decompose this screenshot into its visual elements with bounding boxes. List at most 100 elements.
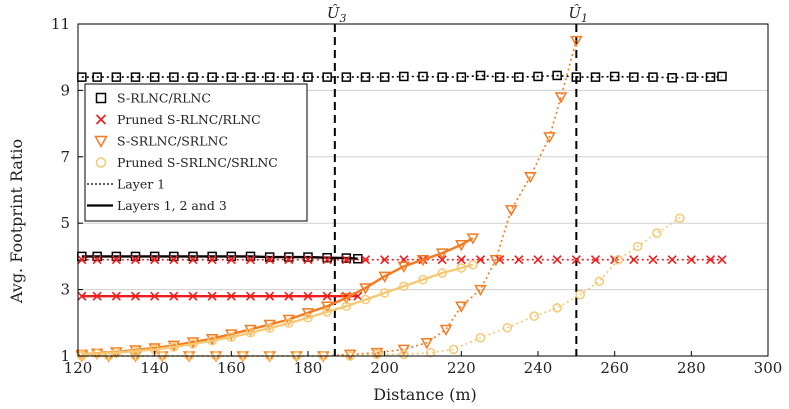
data-point-circle: [360, 294, 371, 305]
data-point-triangle: [397, 261, 411, 273]
legend-label: Pruned S-RLNC/RLNC: [117, 112, 261, 127]
x-tick-label: 260: [600, 359, 629, 377]
threshold-lines: Û3 Û1: [327, 4, 588, 356]
data-point-triangle: [543, 132, 556, 144]
data-point-x: [77, 255, 87, 265]
x-tick-label: 300: [754, 359, 783, 377]
data-point-circle: [425, 347, 436, 358]
data-point-circle: [632, 241, 643, 252]
axis-ticks: 1 3 5 7 9 11 120 140 160 180 200 220 240 260 280 300: [51, 15, 782, 377]
data-point-circle: [264, 323, 275, 333]
data-point-square: [590, 72, 601, 82]
data-point-circle: [322, 307, 332, 317]
data-point-circle: [130, 346, 141, 356]
x-tick-label: 180: [294, 359, 323, 377]
data-point-circle: [188, 339, 198, 349]
data-point-x: [130, 291, 141, 301]
x-stroke: [245, 255, 256, 265]
x-tick-label: 140: [140, 359, 169, 377]
data-point-triangle: [343, 349, 357, 361]
x-stroke: [303, 255, 313, 265]
data-point-square: [264, 252, 275, 262]
x-stroke: [92, 255, 102, 265]
data-point-x: [92, 255, 102, 265]
data-point-x: [150, 255, 160, 265]
x-stroke: [188, 291, 198, 301]
data-point-square: [92, 72, 102, 82]
data-point-square: [629, 72, 639, 82]
data-point-triangle: [474, 284, 487, 297]
data-point-square: [717, 71, 727, 82]
series-line: [81, 255, 358, 260]
data-point-triangle: [359, 283, 372, 295]
data-point-square: [322, 72, 332, 82]
data-point-triangle: [455, 240, 468, 252]
data-point-x: [207, 255, 217, 265]
x-stroke: [130, 291, 141, 301]
x-tick-label: 120: [64, 359, 93, 377]
data-point-circle: [437, 268, 447, 278]
data-point-circle: [575, 289, 585, 300]
x-stroke: [245, 291, 256, 301]
x-stroke: [353, 291, 363, 301]
data-point-triangle: [301, 308, 315, 320]
data-point-x: [130, 255, 141, 265]
data-point-circle: [169, 342, 179, 352]
legend-item: S-RLNC/RLNC: [95, 91, 211, 106]
data-point-triangle: [397, 344, 411, 356]
data-point-x: [169, 291, 179, 301]
data-point-triangle: [320, 301, 334, 313]
x-stroke: [169, 291, 179, 301]
data-point-circle: [379, 288, 390, 298]
data-point-triangle: [554, 92, 568, 104]
x-stroke: [571, 255, 581, 265]
data-point-circle: [529, 311, 539, 321]
data-point-x: [77, 291, 87, 301]
data-point-triangle: [94, 135, 108, 149]
data-point-circle: [226, 332, 237, 342]
data-point-square: [284, 252, 294, 262]
data-point-circle: [95, 157, 107, 168]
data-point-square: [456, 72, 467, 82]
data-point-x: [380, 255, 390, 265]
data-point-square: [571, 72, 582, 82]
data-point-square: [437, 72, 447, 82]
series-group: [77, 255, 727, 265]
data-point-x: [341, 255, 351, 265]
x-axis-label: Distance (m): [373, 385, 477, 404]
data-point-x: [95, 114, 107, 125]
legend-box: [84, 83, 308, 222]
data-point-circle: [399, 281, 409, 292]
data-point-triangle: [570, 35, 583, 48]
data-point-x: [188, 255, 198, 265]
data-point-triangle: [489, 254, 503, 267]
data-point-x: [437, 255, 447, 265]
series-group: [77, 291, 363, 301]
x-stroke: [360, 255, 371, 265]
data-point-square: [667, 73, 677, 83]
x-stroke: [456, 255, 466, 265]
x-stroke: [322, 291, 332, 301]
x-tick-label: 240: [524, 359, 553, 377]
data-point-square: [303, 252, 313, 262]
x-stroke: [648, 255, 658, 265]
data-point-x: [322, 291, 332, 301]
data-point-x: [705, 255, 716, 265]
x-stroke: [341, 255, 351, 265]
data-point-circle: [341, 301, 352, 311]
x-tick-label: 220: [447, 359, 476, 377]
data-point-square: [111, 72, 122, 82]
data-point-circle: [448, 344, 459, 355]
x-stroke: [717, 255, 727, 265]
x-stroke: [95, 114, 107, 125]
data-point-x: [150, 291, 160, 301]
data-point-triangle: [439, 324, 453, 336]
data-point-x: [226, 255, 236, 265]
legend-item: S-SRLNC/SRLNC: [94, 134, 228, 149]
data-series: [75, 35, 727, 363]
data-point-square: [533, 71, 543, 82]
data-point-circle: [207, 335, 217, 346]
y-tick-label: 5: [60, 214, 70, 232]
data-point-square: [418, 71, 428, 82]
